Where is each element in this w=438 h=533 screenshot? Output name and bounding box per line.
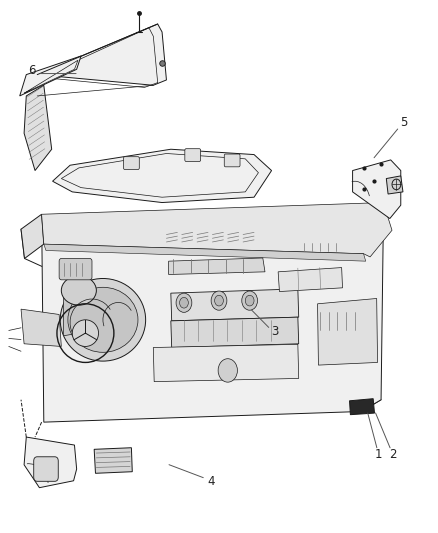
Circle shape [242,291,258,310]
Text: 5: 5 [400,116,407,129]
Polygon shape [37,24,166,85]
Circle shape [218,359,237,382]
Polygon shape [169,258,265,274]
Polygon shape [24,85,52,171]
Circle shape [176,293,192,312]
Circle shape [245,295,254,306]
Polygon shape [42,203,392,257]
Polygon shape [350,399,374,415]
Text: 3: 3 [271,325,278,338]
Polygon shape [353,160,401,219]
Circle shape [215,295,223,306]
FancyBboxPatch shape [59,259,92,280]
Polygon shape [20,56,81,96]
Polygon shape [278,268,343,292]
Polygon shape [153,344,299,382]
FancyBboxPatch shape [224,154,240,167]
Polygon shape [171,317,299,348]
Circle shape [211,291,227,310]
Polygon shape [64,290,94,336]
Circle shape [180,297,188,308]
Text: 6: 6 [28,64,35,77]
Polygon shape [42,214,383,422]
Polygon shape [53,149,272,203]
FancyBboxPatch shape [124,157,139,169]
FancyBboxPatch shape [34,457,58,481]
Text: 1: 1 [375,448,383,461]
Text: 4: 4 [208,475,215,488]
Polygon shape [44,244,366,261]
Polygon shape [21,309,61,346]
FancyBboxPatch shape [185,149,201,161]
Polygon shape [21,214,44,259]
Polygon shape [318,298,378,365]
Ellipse shape [61,276,96,305]
Ellipse shape [72,320,99,346]
Polygon shape [386,176,403,194]
Polygon shape [24,437,77,488]
Text: 2: 2 [389,448,397,461]
Polygon shape [94,448,132,473]
Polygon shape [171,289,299,321]
Ellipse shape [60,278,145,361]
Ellipse shape [68,287,138,352]
